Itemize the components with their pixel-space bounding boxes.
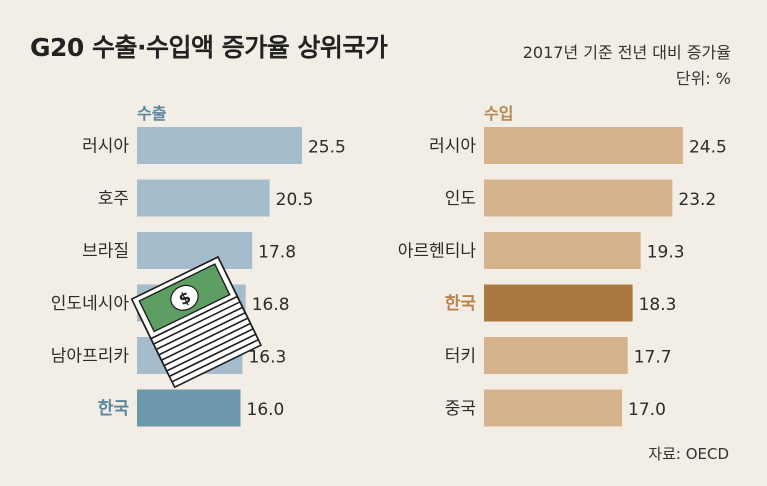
import-value-label-0: 24.5 bbox=[689, 138, 727, 158]
export-value-label-3: 16.8 bbox=[252, 295, 290, 315]
import-value-label-5: 17.0 bbox=[628, 400, 666, 420]
import-category-label-5: 중국 bbox=[445, 399, 476, 419]
import-bar-group: 러시아 24.5 인도 23.2 아르헨티나 19.3 한국 18.3 터키 17.7 중국 17.0 bbox=[398, 127, 727, 427]
source-note: 자료: OECD bbox=[648, 445, 729, 463]
export-category-label-5: 한국 bbox=[98, 399, 130, 419]
export-value-label-2: 17.8 bbox=[258, 243, 296, 263]
subtitle-basis: 2017년 기준 전년 대비 증가율 bbox=[522, 43, 731, 62]
import-category-label-4: 터키 bbox=[445, 347, 476, 367]
import-category-label-0: 러시아 bbox=[429, 137, 476, 157]
export-category-label-0: 러시아 bbox=[82, 137, 129, 157]
chart-title: G20 수출·수입액 증가율 상위국가 bbox=[30, 33, 388, 62]
money-stack-icon: $ bbox=[130, 255, 263, 389]
import-bar-2 bbox=[484, 232, 641, 269]
import-bar-0 bbox=[484, 127, 683, 164]
export-bar-2 bbox=[137, 232, 253, 269]
chart-subtitle: 2017년 기준 전년 대비 증가율 단위: % bbox=[523, 40, 731, 92]
subtitle-unit: 단위: % bbox=[675, 69, 731, 88]
export-value-label-5: 16.0 bbox=[247, 400, 285, 420]
export-category-label-1: 호주 bbox=[98, 189, 129, 209]
import-bar-3 bbox=[484, 284, 633, 322]
import-category-label-2: 아르헨티나 bbox=[398, 242, 477, 262]
export-value-label-0: 25.5 bbox=[308, 138, 346, 158]
import-value-label-4: 17.7 bbox=[634, 348, 672, 368]
export-bar-5 bbox=[137, 389, 241, 427]
export-panel-label: 수출 bbox=[137, 104, 167, 123]
import-value-label-3: 18.3 bbox=[639, 295, 677, 315]
export-category-label-3: 인도네시아 bbox=[51, 294, 130, 314]
export-category-label-4: 남아프리카 bbox=[51, 347, 130, 367]
export-bar-0 bbox=[137, 127, 302, 164]
import-category-label-1: 인도 bbox=[445, 189, 476, 209]
export-category-label-2: 브라질 bbox=[82, 242, 129, 262]
export-bar-1 bbox=[137, 179, 270, 217]
import-value-label-2: 19.3 bbox=[647, 243, 685, 263]
export-value-label-1: 20.5 bbox=[276, 190, 314, 210]
export-value-label-4: 16.3 bbox=[248, 348, 286, 368]
import-bar-1 bbox=[484, 179, 673, 217]
import-value-label-1: 23.2 bbox=[678, 190, 716, 210]
import-bar-4 bbox=[484, 337, 628, 374]
import-category-label-3: 한국 bbox=[445, 294, 477, 314]
import-panel-label: 수입 bbox=[484, 104, 514, 123]
import-bar-5 bbox=[484, 389, 623, 427]
